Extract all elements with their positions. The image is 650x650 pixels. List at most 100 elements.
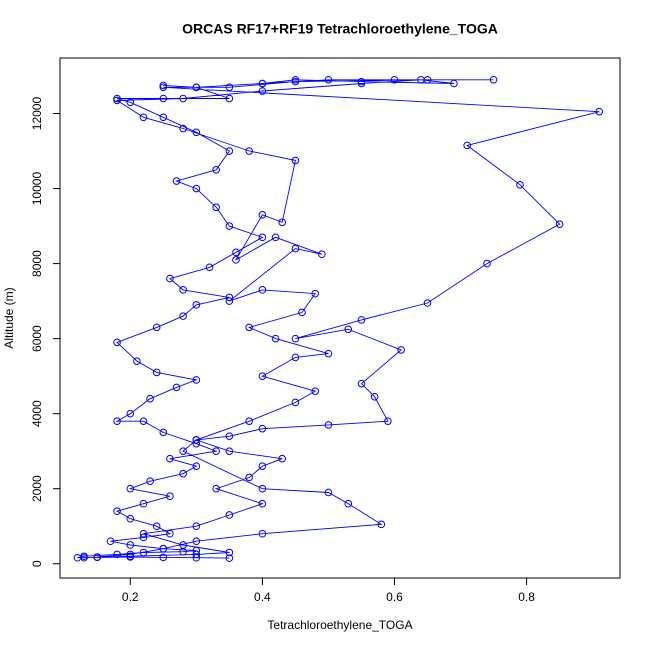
data-point [225, 83, 234, 92]
data-point [271, 233, 280, 242]
data-point [258, 484, 267, 493]
data-point [397, 346, 405, 354]
data-point [106, 537, 115, 546]
data-point [291, 334, 300, 343]
data-point [555, 220, 564, 229]
data-point [192, 522, 201, 531]
data-point [152, 522, 161, 531]
data-point [126, 409, 135, 418]
data-point [258, 87, 267, 95]
data-point [152, 368, 161, 377]
data-point [423, 75, 432, 84]
data-point [139, 548, 148, 557]
data-point [159, 113, 168, 122]
data-point [245, 147, 253, 155]
data-point [225, 94, 234, 103]
data-point [370, 392, 379, 401]
x-tick-label: 0.4 [254, 590, 271, 604]
data-point [291, 75, 300, 84]
data-point [258, 529, 267, 538]
data-point [324, 421, 333, 429]
data-point [192, 537, 201, 546]
data-point [192, 83, 201, 92]
data-point [390, 75, 399, 84]
data-point [192, 550, 201, 559]
data-point [113, 338, 121, 347]
y-axis-label: Altitude (m) [2, 287, 16, 348]
data-point [80, 553, 88, 562]
data-point [450, 79, 458, 88]
data-point [126, 552, 135, 561]
data-point [146, 477, 154, 486]
data-point [126, 514, 135, 523]
data-point [113, 96, 121, 105]
data-point [192, 462, 201, 470]
x-tick-label: 0.2 [122, 590, 139, 604]
data-point [258, 286, 267, 294]
data-point [192, 439, 201, 448]
data-point [232, 248, 240, 257]
data-point [377, 520, 386, 529]
data-point [179, 547, 187, 556]
x-tick-label: 0.8 [518, 590, 535, 604]
data-line [77, 79, 600, 559]
data-point [258, 424, 267, 433]
data-point [225, 447, 234, 455]
data-point [595, 107, 604, 116]
data-point [166, 492, 174, 501]
plot-frame [59, 57, 621, 579]
data-point [324, 75, 333, 84]
data-point [133, 357, 141, 365]
data-point [139, 113, 148, 122]
data-point [324, 488, 333, 497]
data-point [225, 293, 234, 302]
data-point [172, 177, 181, 185]
data-point [159, 553, 168, 562]
data-point [139, 529, 148, 538]
data-point [73, 553, 82, 562]
data-point [291, 353, 300, 362]
data-point [113, 550, 121, 559]
data-point [212, 203, 220, 212]
data-point [225, 511, 234, 519]
data-point [159, 94, 168, 103]
y-tick-label: 6000 [30, 325, 44, 352]
data-point [311, 387, 320, 395]
data-point [232, 256, 240, 264]
data-point [179, 312, 187, 320]
data-point [258, 211, 267, 219]
data-point [245, 473, 253, 482]
data-point [278, 454, 287, 463]
data-point [113, 417, 121, 425]
y-tick-label: 10000 [30, 172, 44, 206]
data-point [291, 244, 300, 253]
data-point [258, 462, 267, 470]
data-point [344, 499, 353, 508]
data-point [159, 544, 168, 553]
data-point [344, 325, 353, 334]
data-point [126, 541, 135, 549]
data-point [258, 233, 267, 242]
data-point [139, 417, 148, 425]
data-point [179, 447, 187, 455]
chart-title: ORCAS RF17+RF19 Tetrachloroethylene_TOGA [182, 21, 498, 37]
data-point [225, 147, 234, 155]
data-point [357, 77, 366, 86]
data-point [245, 417, 253, 425]
data-point [192, 546, 201, 555]
data-point [245, 323, 253, 332]
data-point [159, 428, 168, 437]
data-point [384, 417, 392, 425]
data-point [205, 263, 214, 272]
data-point [318, 250, 326, 259]
data-point [489, 75, 498, 84]
data-point [463, 141, 471, 150]
data-point [225, 222, 234, 230]
data-point [93, 553, 102, 561]
data-point [192, 376, 201, 384]
data-point [192, 301, 201, 309]
data-point [146, 394, 154, 403]
data-point [278, 218, 287, 227]
data-point [179, 94, 187, 103]
